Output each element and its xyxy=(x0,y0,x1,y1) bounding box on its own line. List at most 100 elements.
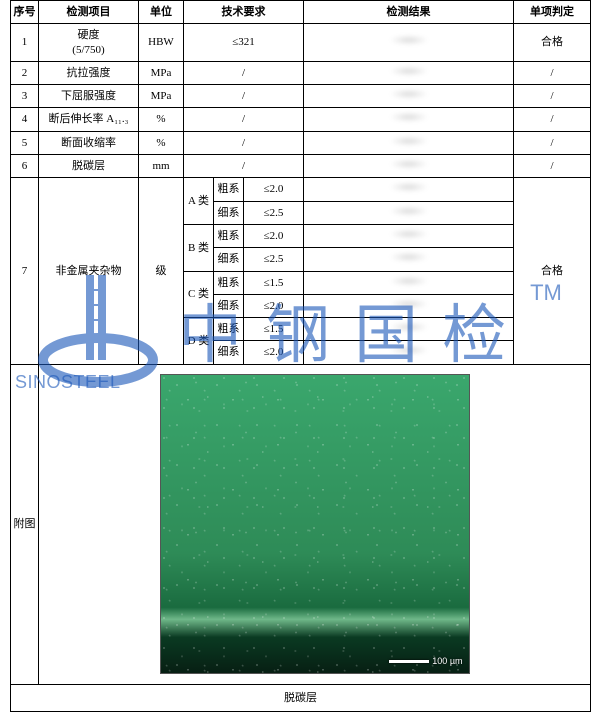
cell-no: 7 xyxy=(11,178,39,364)
cell-jud: / xyxy=(514,131,591,154)
cell-res xyxy=(304,178,514,201)
cell-res xyxy=(304,61,514,84)
cell-res xyxy=(304,201,514,224)
attachment-cell: 100 µm xyxy=(39,364,591,684)
cell-req: / xyxy=(184,108,304,131)
group-label: C 类 xyxy=(184,271,214,318)
cell-no: 5 xyxy=(11,131,39,154)
sub-val: ≤2.5 xyxy=(244,201,304,224)
sub-val: ≤1.5 xyxy=(244,271,304,294)
sub-key: 细系 xyxy=(214,341,244,364)
header-row: 序号 检测项目 单位 技术要求 检测结果 单项判定 xyxy=(11,1,591,24)
redacted-value xyxy=(389,229,429,239)
cell-res xyxy=(304,224,514,247)
cell-req: / xyxy=(184,61,304,84)
cell-no: 6 xyxy=(11,155,39,178)
inspection-table: 序号 检测项目 单位 技术要求 检测结果 单项判定 1 硬度 (5/750) H… xyxy=(10,0,591,712)
cell-no: 2 xyxy=(11,61,39,84)
cell-jud: / xyxy=(514,61,591,84)
cell-jud: 合格 xyxy=(514,24,591,62)
hdr-res: 检测结果 xyxy=(304,1,514,24)
group-label: B 类 xyxy=(184,224,214,271)
cell-jud: 合格 xyxy=(514,178,591,364)
sub-key: 粗系 xyxy=(214,178,244,201)
sub-key: 粗系 xyxy=(214,224,244,247)
redacted-value xyxy=(389,182,429,192)
sub-val: ≤2.0 xyxy=(244,224,304,247)
cell-res xyxy=(304,248,514,271)
hdr-req: 技术要求 xyxy=(184,1,304,24)
cell-unit: MPa xyxy=(139,85,184,108)
cell-req: / xyxy=(184,131,304,154)
cell-unit: MPa xyxy=(139,61,184,84)
hdr-jud: 单项判定 xyxy=(514,1,591,24)
cell-res xyxy=(304,155,514,178)
table-row: 2 抗拉强度 MPa / / xyxy=(11,61,591,84)
redacted-value xyxy=(389,345,429,355)
cell-req: ≤321 xyxy=(184,24,304,62)
redacted-value xyxy=(389,89,429,99)
cell-req: / xyxy=(184,85,304,108)
sub-val: ≤2.0 xyxy=(244,178,304,201)
group-label: D 类 xyxy=(184,318,214,365)
cell-res xyxy=(304,318,514,341)
cell-res xyxy=(304,131,514,154)
cell-item: 非金属夹杂物 xyxy=(39,178,139,364)
redacted-value xyxy=(389,159,429,169)
cell-item: 断后伸长率 A₁₁.₃ xyxy=(39,108,139,131)
scale-bar-text: 100 µm xyxy=(432,656,462,668)
sub-val: ≤1.5 xyxy=(244,318,304,341)
sub-val: ≤2.0 xyxy=(244,341,304,364)
cell-no: 1 xyxy=(11,24,39,62)
hdr-unit: 单位 xyxy=(139,1,184,24)
scale-bar: 100 µm xyxy=(389,656,462,668)
cell-unit: 级 xyxy=(139,178,184,364)
micrograph-image: 100 µm xyxy=(160,374,470,674)
sub-key: 粗系 xyxy=(214,271,244,294)
cell-req: / xyxy=(184,155,304,178)
sub-val: ≤2.0 xyxy=(244,294,304,317)
redacted-value xyxy=(389,299,429,309)
cell-jud: / xyxy=(514,108,591,131)
cell-res xyxy=(304,108,514,131)
table-row: 7 非金属夹杂物 级 A 类 粗系 ≤2.0 合格 xyxy=(11,178,591,201)
sub-key: 细系 xyxy=(214,201,244,224)
cell-res xyxy=(304,24,514,62)
sub-key: 细系 xyxy=(214,294,244,317)
cell-res xyxy=(304,341,514,364)
redacted-value xyxy=(389,66,429,76)
redacted-value xyxy=(389,206,429,216)
caption-row: 脱碳层 xyxy=(11,684,591,711)
cell-res xyxy=(304,85,514,108)
attachment-label: 附图 xyxy=(11,364,39,684)
redacted-value xyxy=(389,35,429,45)
cell-unit: % xyxy=(139,108,184,131)
cell-res xyxy=(304,271,514,294)
cell-item: 断面收缩率 xyxy=(39,131,139,154)
cell-jud: / xyxy=(514,85,591,108)
group-label: A 类 xyxy=(184,178,214,225)
cell-item: 下屈服强度 xyxy=(39,85,139,108)
hdr-item: 检测项目 xyxy=(39,1,139,24)
cell-item: 硬度 (5/750) xyxy=(39,24,139,62)
sub-key: 粗系 xyxy=(214,318,244,341)
redacted-value xyxy=(389,322,429,332)
table-row: 6 脱碳层 mm / / xyxy=(11,155,591,178)
cell-jud: / xyxy=(514,155,591,178)
scale-bar-line xyxy=(389,660,429,663)
sub-val: ≤2.5 xyxy=(244,248,304,271)
hdr-no: 序号 xyxy=(11,1,39,24)
table-row: 5 断面收缩率 % / / xyxy=(11,131,591,154)
cell-unit: % xyxy=(139,131,184,154)
cell-item: 脱碳层 xyxy=(39,155,139,178)
cell-no: 4 xyxy=(11,108,39,131)
sub-key: 细系 xyxy=(214,248,244,271)
cell-no: 3 xyxy=(11,85,39,108)
cell-item: 抗拉强度 xyxy=(39,61,139,84)
redacted-value xyxy=(389,252,429,262)
table-row: 3 下屈服强度 MPa / / xyxy=(11,85,591,108)
cell-unit: mm xyxy=(139,155,184,178)
redacted-value xyxy=(389,112,429,122)
table-row: 1 硬度 (5/750) HBW ≤321 合格 xyxy=(11,24,591,62)
cell-res xyxy=(304,294,514,317)
